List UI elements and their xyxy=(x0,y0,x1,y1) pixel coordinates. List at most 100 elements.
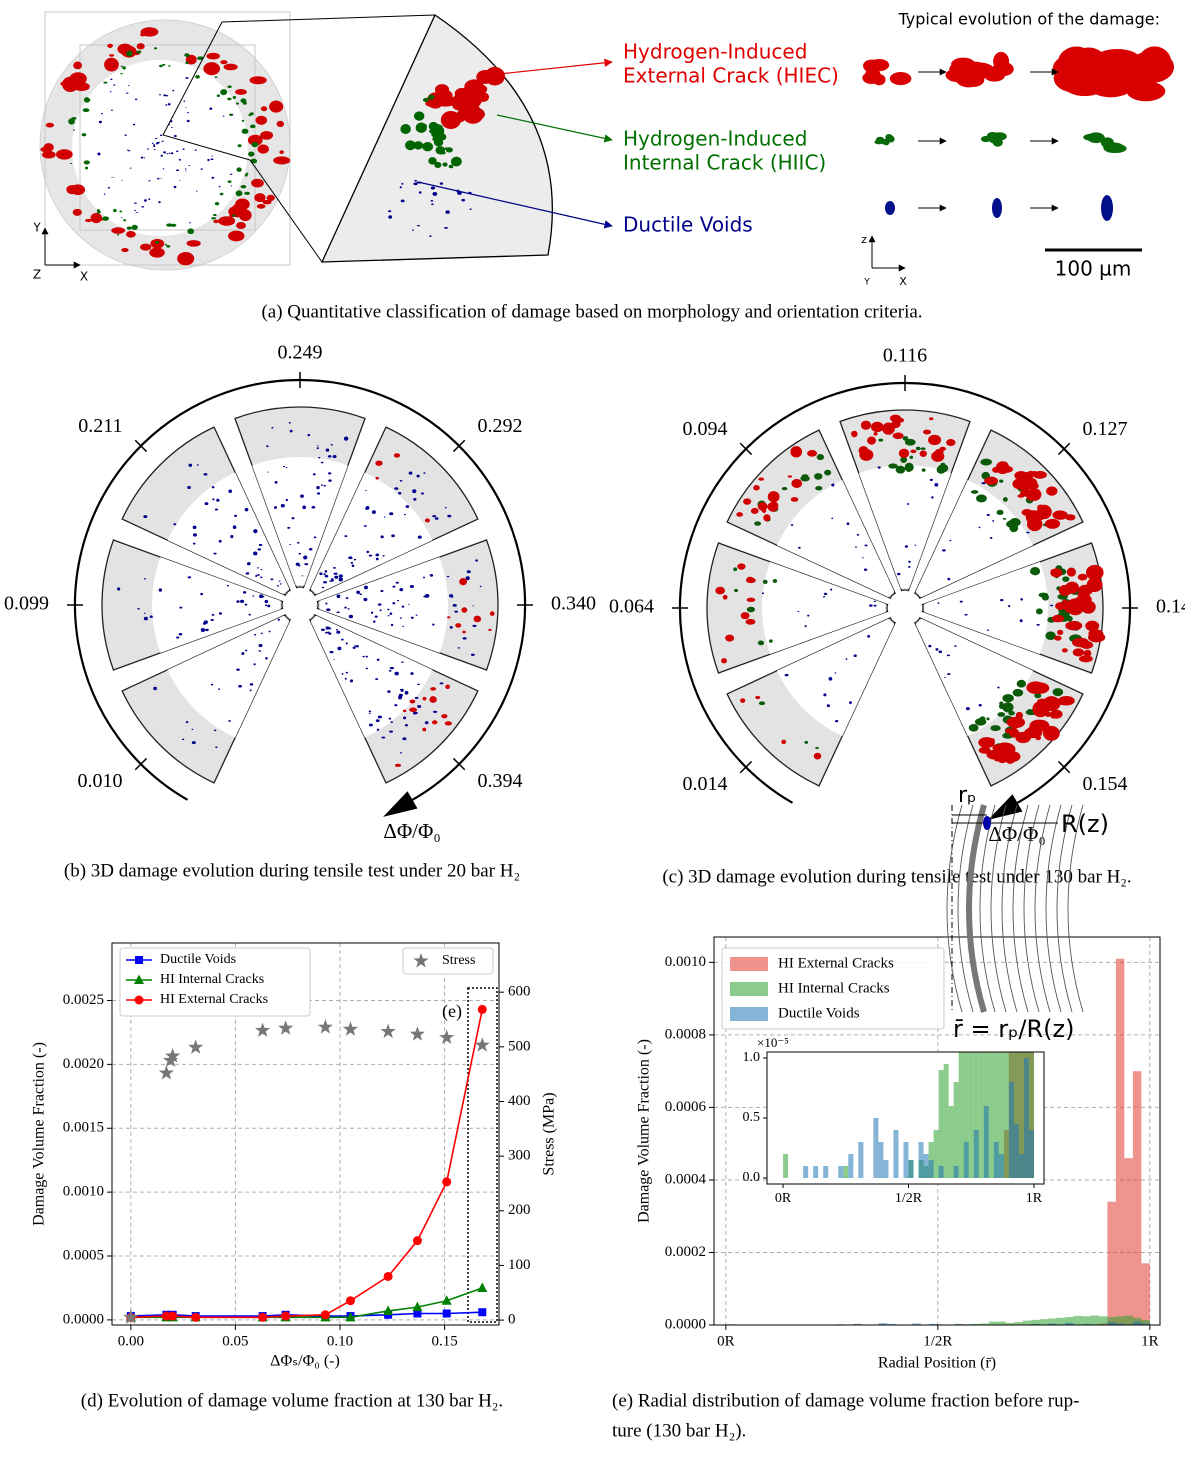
damage-blob xyxy=(341,672,344,675)
damage-blob xyxy=(242,591,247,594)
damage-blob xyxy=(173,523,177,526)
damage-blob xyxy=(344,677,347,680)
damage-blob xyxy=(769,501,779,510)
damage-blob xyxy=(909,455,914,459)
marker xyxy=(161,1311,171,1321)
damage-blob xyxy=(362,655,365,658)
damage-blob xyxy=(422,124,427,128)
plot-frame xyxy=(111,942,500,1326)
ring-tick xyxy=(1057,760,1071,774)
damage-blob xyxy=(126,50,133,57)
blob-part xyxy=(992,61,1014,77)
specimen-section xyxy=(839,409,971,592)
damage-blob xyxy=(994,758,1001,762)
damage-blob xyxy=(399,186,402,189)
damage-blob xyxy=(158,94,162,96)
damage-blob xyxy=(166,153,169,155)
damage-blob xyxy=(947,673,951,676)
damage-blob xyxy=(232,95,236,99)
marker xyxy=(380,1023,396,1039)
ring-tick xyxy=(452,757,466,771)
ring-tick xyxy=(134,439,148,453)
damage-blob xyxy=(252,595,255,597)
y-tick-label: 0.0020 xyxy=(63,1056,104,1072)
axis-letter: Z xyxy=(33,268,41,282)
damage-blob xyxy=(256,203,266,209)
damage-blob xyxy=(902,436,909,441)
damage-blob xyxy=(301,575,304,577)
ring-label: 0.116 xyxy=(883,345,927,367)
damage-blob xyxy=(466,570,471,574)
damage-blob xyxy=(210,683,214,686)
specimen-section xyxy=(121,426,291,596)
damage-blob xyxy=(185,170,187,172)
damage-blob xyxy=(220,89,228,96)
flow-line xyxy=(1067,804,1084,1013)
damage-blob xyxy=(96,210,101,214)
damage-blob xyxy=(101,112,103,115)
damage-blob xyxy=(928,644,932,648)
damage-blob xyxy=(240,599,245,604)
x-tick-label: 0.10 xyxy=(327,1333,353,1349)
damage-blob xyxy=(784,673,789,677)
marker xyxy=(255,1022,271,1037)
damage-blob xyxy=(790,524,794,526)
damage-blob xyxy=(325,631,329,634)
y2-tick-label: 600 xyxy=(508,984,531,1000)
damage-blob xyxy=(235,190,243,197)
damage-blob xyxy=(921,468,926,472)
damage-blob xyxy=(846,522,850,526)
damage-blob xyxy=(240,184,247,189)
histogram-bar xyxy=(1031,1319,1040,1325)
damage-blob xyxy=(235,89,247,95)
damage-blob xyxy=(164,243,168,246)
axis-letter: Y xyxy=(32,221,41,235)
marker xyxy=(191,1312,201,1322)
damage-blob xyxy=(473,615,482,623)
damage-blob xyxy=(423,472,426,474)
damage-blob xyxy=(402,709,407,713)
damage-blob xyxy=(214,729,217,732)
legend-label: HI External Cracks xyxy=(778,955,894,971)
damage-blob xyxy=(182,148,185,150)
damage-blob xyxy=(409,699,416,704)
damage-blob xyxy=(461,607,468,613)
damage-blob xyxy=(168,65,171,67)
damage-blob xyxy=(185,77,189,79)
legend-label: Ductile Voids xyxy=(778,1005,860,1021)
damage-blob xyxy=(147,148,149,150)
damage-blob xyxy=(1057,629,1064,635)
damage-blob xyxy=(374,615,378,618)
damage-blob xyxy=(422,141,434,152)
damage-blob xyxy=(734,588,739,593)
damage-blob xyxy=(375,557,379,561)
marker xyxy=(439,1029,455,1045)
x-tick-label: 0.15 xyxy=(431,1333,457,1349)
damage-blob xyxy=(259,650,262,652)
damage-blob xyxy=(432,135,444,143)
y2-axis-label: Stress (MPa) xyxy=(541,1092,558,1175)
specimen-section xyxy=(121,614,291,784)
damage-blob xyxy=(90,212,103,224)
damage-blob xyxy=(396,599,400,602)
damage-blob xyxy=(1043,701,1056,711)
damage-blob xyxy=(1029,719,1050,732)
damage-blob xyxy=(45,122,55,128)
damage-blob xyxy=(173,135,177,138)
damage-blob xyxy=(271,426,274,429)
damage-blob xyxy=(737,563,746,570)
damage-blob xyxy=(390,721,394,723)
annotation: R(z) xyxy=(1061,810,1109,838)
sphere-damage xyxy=(40,27,291,266)
damage-blob xyxy=(298,552,302,555)
damage-blob xyxy=(377,603,382,606)
damage-blob xyxy=(746,606,756,613)
damage-blob xyxy=(380,535,384,539)
damage-blob xyxy=(432,623,435,626)
ring-label: 0.340 xyxy=(551,593,596,615)
damage-blob xyxy=(855,546,857,548)
damage-blob xyxy=(410,672,414,675)
damage-blob xyxy=(162,63,166,66)
damage-blob xyxy=(831,517,834,520)
damage-blob xyxy=(457,647,461,649)
